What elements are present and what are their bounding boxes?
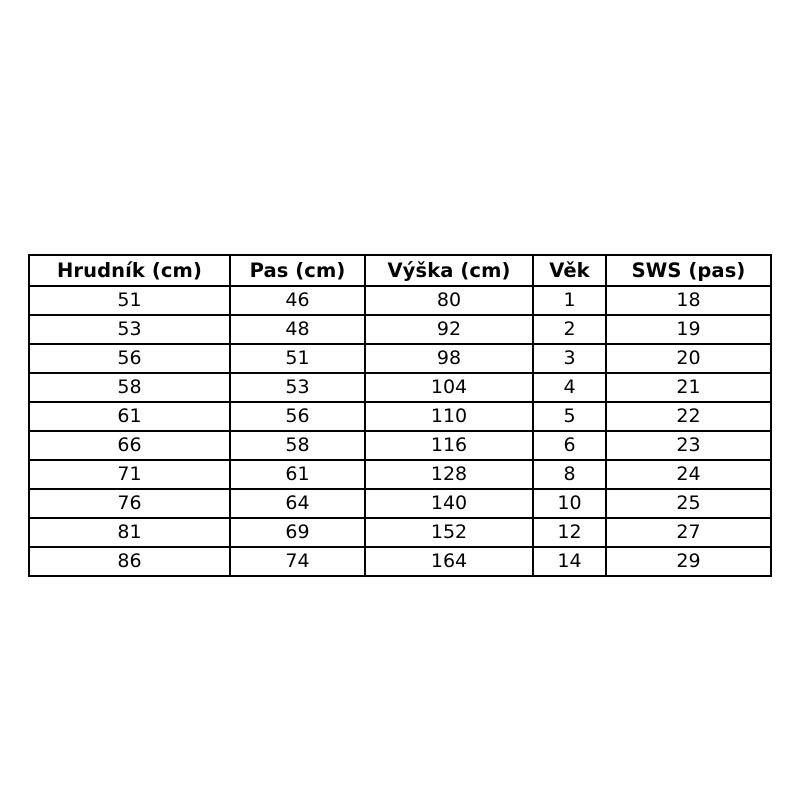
cell-chest: 56: [28, 343, 231, 374]
cell-sws: 21: [605, 372, 772, 403]
column-header-chest: Hrudník (cm): [28, 254, 231, 287]
cell-age: 10: [532, 488, 607, 519]
cell-height: 104: [364, 372, 534, 403]
cell-height: 116: [364, 430, 534, 461]
cell-sws: 22: [605, 401, 772, 432]
cell-height: 164: [364, 546, 534, 577]
cell-chest: 66: [28, 430, 231, 461]
cell-waist: 48: [229, 314, 366, 345]
cell-age: 14: [532, 546, 607, 577]
cell-sws: 29: [605, 546, 772, 577]
table-body: 51 46 80 1 18 53 48 92 2 19 56 51 98: [28, 285, 772, 577]
column-header-sws: SWS (pas): [605, 254, 772, 287]
table-row: 66 58 116 6 23: [28, 430, 772, 461]
table-row: 53 48 92 2 19: [28, 314, 772, 345]
cell-age: 2: [532, 314, 607, 345]
cell-height: 98: [364, 343, 534, 374]
cell-sws: 18: [605, 285, 772, 316]
cell-waist: 58: [229, 430, 366, 461]
table-row: 51 46 80 1 18: [28, 285, 772, 316]
cell-waist: 56: [229, 401, 366, 432]
cell-sws: 25: [605, 488, 772, 519]
cell-waist: 53: [229, 372, 366, 403]
size-chart-container: Hrudník (cm) Pas (cm) Výška (cm) Věk SWS…: [28, 254, 772, 577]
cell-height: 152: [364, 517, 534, 548]
cell-waist: 61: [229, 459, 366, 490]
cell-chest: 86: [28, 546, 231, 577]
cell-height: 140: [364, 488, 534, 519]
cell-age: 5: [532, 401, 607, 432]
column-header-height: Výška (cm): [364, 254, 534, 287]
column-header-age: Věk: [532, 254, 607, 287]
cell-waist: 46: [229, 285, 366, 316]
table-row: 71 61 128 8 24: [28, 459, 772, 490]
cell-age: 1: [532, 285, 607, 316]
cell-waist: 69: [229, 517, 366, 548]
cell-chest: 81: [28, 517, 231, 548]
table-row: 76 64 140 10 25: [28, 488, 772, 519]
cell-chest: 58: [28, 372, 231, 403]
cell-height: 110: [364, 401, 534, 432]
cell-sws: 27: [605, 517, 772, 548]
table-row: 81 69 152 12 27: [28, 517, 772, 548]
cell-chest: 76: [28, 488, 231, 519]
cell-age: 4: [532, 372, 607, 403]
table-row: 58 53 104 4 21: [28, 372, 772, 403]
cell-age: 3: [532, 343, 607, 374]
cell-height: 80: [364, 285, 534, 316]
table-row: 56 51 98 3 20: [28, 343, 772, 374]
table-header-row: Hrudník (cm) Pas (cm) Výška (cm) Věk SWS…: [28, 254, 772, 287]
cell-waist: 64: [229, 488, 366, 519]
cell-chest: 71: [28, 459, 231, 490]
table-row: 61 56 110 5 22: [28, 401, 772, 432]
cell-height: 92: [364, 314, 534, 345]
cell-chest: 53: [28, 314, 231, 345]
size-chart-table: Hrudník (cm) Pas (cm) Výška (cm) Věk SWS…: [28, 254, 772, 577]
cell-sws: 23: [605, 430, 772, 461]
cell-waist: 74: [229, 546, 366, 577]
cell-sws: 24: [605, 459, 772, 490]
cell-sws: 20: [605, 343, 772, 374]
cell-sws: 19: [605, 314, 772, 345]
cell-age: 8: [532, 459, 607, 490]
cell-chest: 61: [28, 401, 231, 432]
table-row: 86 74 164 14 29: [28, 546, 772, 577]
cell-age: 12: [532, 517, 607, 548]
cell-age: 6: [532, 430, 607, 461]
table-header: Hrudník (cm) Pas (cm) Výška (cm) Věk SWS…: [28, 254, 772, 287]
column-header-waist: Pas (cm): [229, 254, 366, 287]
cell-chest: 51: [28, 285, 231, 316]
cell-waist: 51: [229, 343, 366, 374]
cell-height: 128: [364, 459, 534, 490]
